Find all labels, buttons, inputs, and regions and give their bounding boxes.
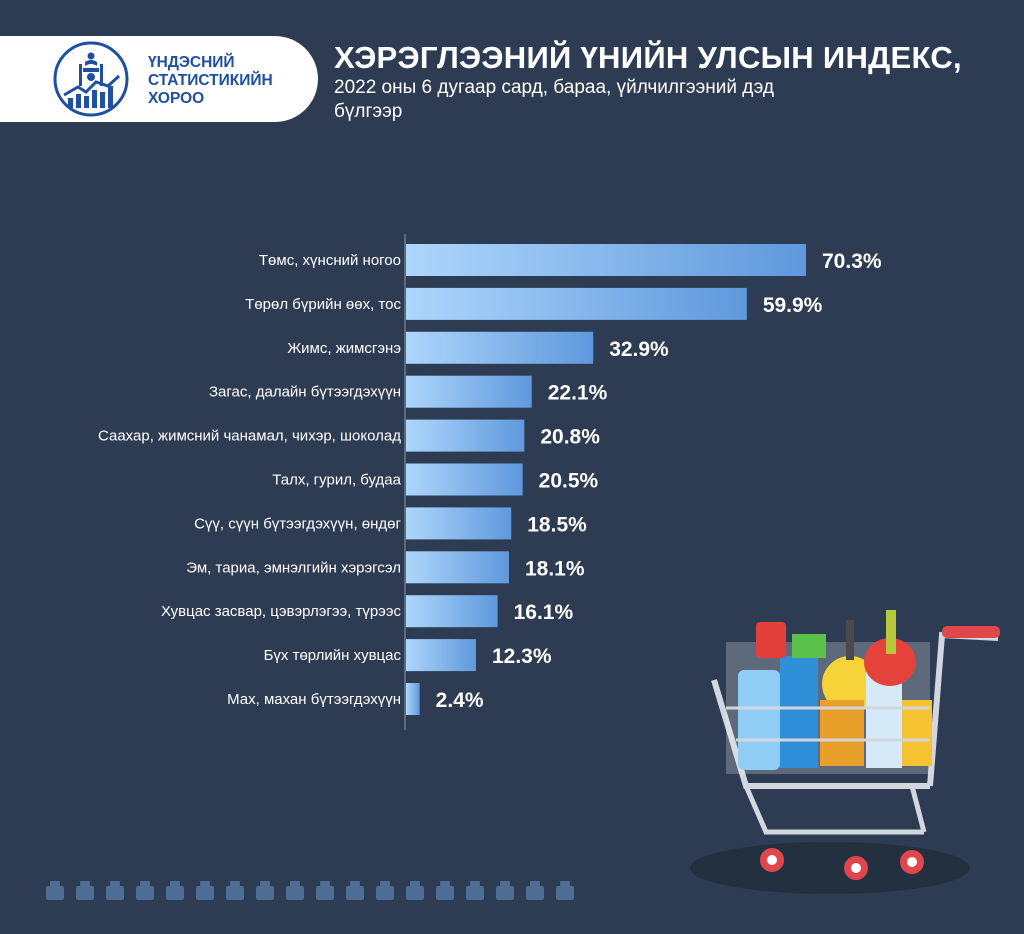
value-label: 16.1% [514, 601, 574, 624]
value-label: 22.1% [548, 382, 608, 405]
basket-icon [256, 881, 274, 900]
factory-icon [496, 881, 514, 900]
org-name-line1: ҮНДЭСНИЙ [148, 54, 235, 71]
category-label: Загас, далайн бүтээгдэхүүн [209, 384, 401, 401]
bar [406, 419, 525, 452]
cart-icon [166, 881, 184, 900]
category-label: Талх, гурил, будаа [272, 472, 401, 489]
value-label: 20.5% [539, 470, 599, 493]
org-name: ҮНДЭСНИЙ СТАТИСТИКИЙН ХОРОО [148, 54, 273, 108]
cart-icon [466, 881, 484, 900]
bar-chart: Төмс, хүнсний ногоо 70.3% Төрөл бүрийн өөх… [98, 234, 882, 730]
logo-panel: ҮНДЭСНИЙ СТАТИСТИКИЙН ХОРОО [0, 36, 318, 122]
category-label: Мах, махан бүтээгдэхүүн [227, 691, 401, 708]
bar [406, 683, 420, 715]
bar [406, 244, 806, 276]
category-icon-strip [46, 881, 574, 900]
shopping-cart-icon [690, 610, 1000, 894]
medicine-icon [406, 881, 424, 900]
bar [406, 507, 512, 540]
category-label: Сүү, сүүн бүтээгдэхүүн, өндөг [194, 515, 401, 532]
value-label: 2.4% [436, 689, 484, 712]
category-label: Хувцас засвар, цэвэрлэгээ, түрээс [161, 603, 402, 620]
bar [406, 375, 532, 408]
tv-icon [436, 881, 454, 900]
category-label: Эм, тариа, эмнэлгийн хэрэгсэл [186, 559, 401, 576]
bar [406, 463, 523, 496]
bar [406, 551, 509, 584]
washer-icon [346, 881, 364, 900]
category-label: Бүх төрлийн хувцас [264, 647, 402, 664]
nso-emblem-icon [53, 41, 129, 117]
bar [406, 595, 498, 628]
org-name-line2: СТАТИСТИКИЙН [148, 72, 273, 89]
bottle-icon [316, 881, 334, 900]
value-label: 70.3% [822, 250, 882, 273]
page-title: ХЭРЭГЛЭЭНИЙ ҮНИЙН УЛСЫН ИНДЕКС, [334, 40, 962, 75]
value-label: 18.5% [527, 513, 587, 536]
value-label: 18.1% [525, 557, 585, 580]
value-label: 32.9% [609, 338, 669, 361]
building-icon [136, 881, 154, 900]
org-name-line3: ХОРОО [148, 90, 205, 107]
value-label: 20.8% [540, 426, 600, 449]
box-icon [376, 881, 394, 900]
document-icon [226, 881, 244, 900]
bar [406, 287, 747, 320]
bar [406, 331, 594, 364]
page-subtitle: 2022 оны 6 дугаар сард, бараа, үйлчилгээ… [334, 77, 774, 122]
store-icon [46, 881, 64, 900]
bus-icon [106, 881, 124, 900]
category-label: Жимс, жимсгэнэ [287, 340, 401, 357]
category-label: Төмс, хүнсний ногоо [259, 252, 401, 269]
carrot-icon [526, 881, 544, 900]
category-label: Саахар, жимсний чанамал, чихэр, шоколад [98, 428, 401, 445]
chemistry-icon [556, 881, 574, 900]
category-label: Төрөл бүрийн өөх, тос [245, 296, 401, 313]
value-label: 59.9% [763, 294, 823, 317]
bread-icon [286, 881, 304, 900]
value-label: 12.3% [492, 645, 552, 668]
bar [406, 639, 476, 672]
shop-icon [196, 881, 214, 900]
scale-icon [76, 881, 94, 900]
